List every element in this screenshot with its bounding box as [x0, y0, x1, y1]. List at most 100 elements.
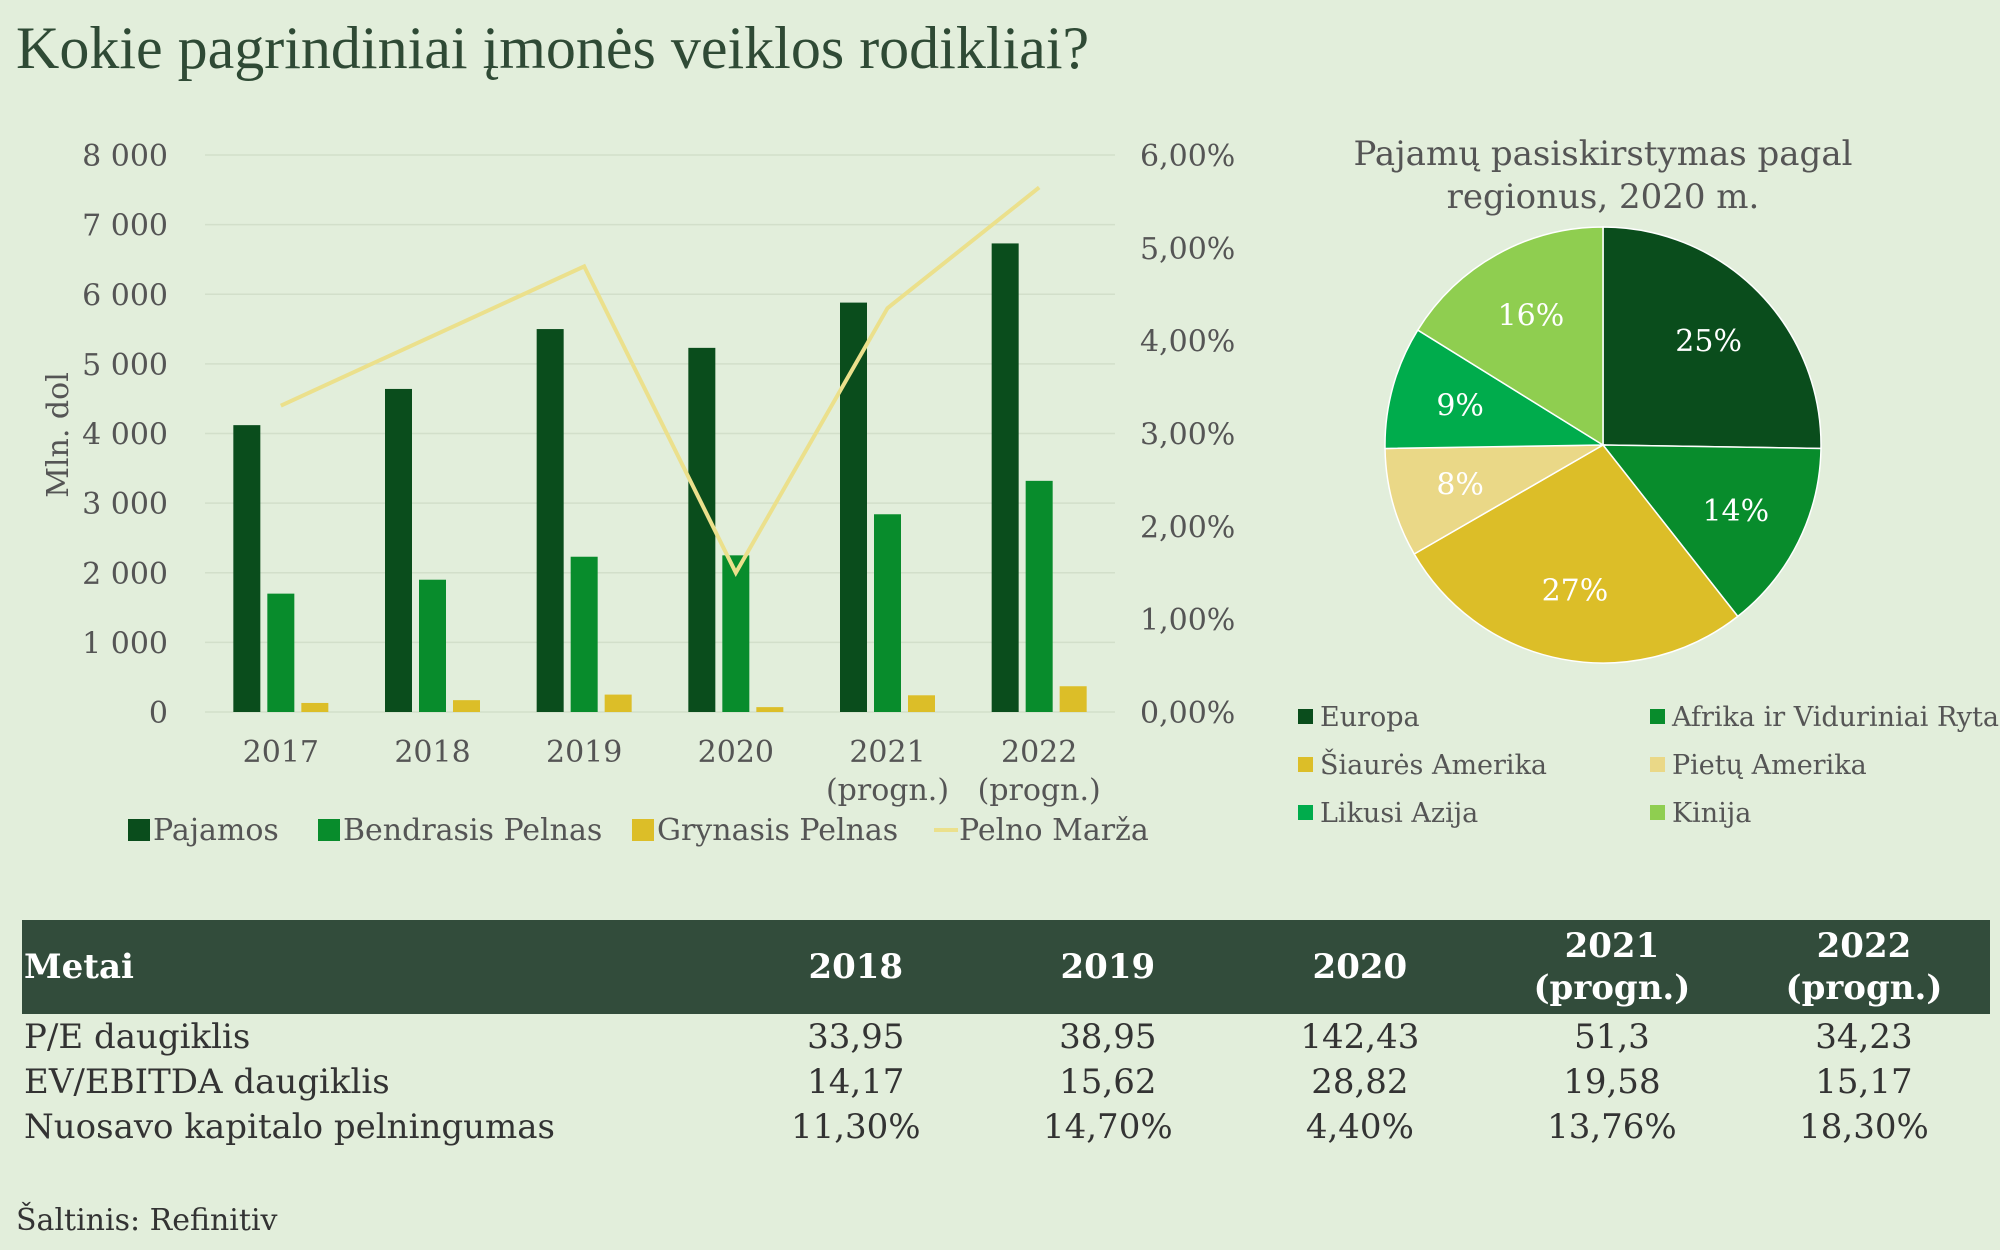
y2-axis-tick-label: 1,00%	[1140, 603, 1235, 638]
y2-axis-tick-label: 5,00%	[1140, 232, 1235, 267]
pie-slice-label: 8%	[1436, 468, 1484, 503]
table-row: P/E daugiklis 33,95 38,95 142,43 51,3 34…	[22, 1014, 1990, 1059]
legend-swatch	[1298, 757, 1313, 772]
bar	[1025, 480, 1053, 712]
legend-swatch	[1298, 805, 1313, 820]
pie-slice	[1602, 226, 1822, 450]
table-cell: 28,82	[1311, 1061, 1409, 1102]
y-axis-tick-label: 1 000	[82, 626, 168, 661]
table-header-cell: 2022 (progn.)	[1785, 926, 1943, 1008]
table-header-row: Metai 2018 2019 2020 2021 (progn.) 2022 (p…	[22, 920, 1990, 1014]
legend-label: Kinija	[1672, 798, 1751, 829]
table-cell: 13,76%	[1547, 1106, 1677, 1147]
line-series-pelno-marza	[279, 185, 1041, 577]
table-header-cell: 2019	[1060, 947, 1156, 987]
x-axis-tick-label: 2020	[698, 735, 774, 770]
legend-swatch	[1650, 805, 1665, 820]
pie-slice	[1416, 226, 1604, 447]
table-cell: 11,30%	[790, 1106, 921, 1147]
y2-axis-tick-label: 4,00%	[1140, 325, 1235, 360]
pie-slice	[1384, 444, 1606, 556]
pie-slice-label: 16%	[1498, 298, 1565, 333]
bar	[453, 700, 480, 712]
legend-label: Pajamos	[153, 813, 279, 848]
pie-chart-title: Pajamų pasiskirstymas pagal	[1354, 134, 1853, 174]
page-title: Kokie pagrindiniai įmonės veiklos rodikl…	[16, 15, 1090, 81]
revenue-profit-chart: 8 000 7 000 6 000 5 000 4 000 3 000 2 000 1 000…	[41, 139, 1235, 848]
bar	[570, 556, 598, 712]
bar	[722, 555, 750, 712]
bar	[536, 329, 564, 712]
table-row-label: Nuosavo kapitalo pelningumas	[24, 1106, 555, 1147]
table-cell: 142,43	[1300, 1016, 1420, 1057]
legend-swatch	[1650, 757, 1665, 772]
table-cell: 33,95	[807, 1016, 905, 1057]
pie-slice-label: 14%	[1702, 494, 1769, 529]
pie-slice	[1601, 444, 1822, 618]
legend-swatch	[1650, 709, 1665, 724]
table-cell: 14,17	[807, 1061, 905, 1102]
bar	[301, 702, 329, 712]
x-axis-tick-label: (progn.)	[826, 773, 949, 808]
table-cell: 34,23	[1815, 1016, 1913, 1057]
table-cell: 18,30%	[1799, 1106, 1929, 1147]
legend-swatch	[632, 819, 654, 841]
y-axis-tick-label: 8 000	[82, 139, 168, 174]
legend-swatch	[128, 819, 150, 841]
valuation-metrics-table: Metai 2018 2019 2020 2021 (progn.) 2022 (p…	[22, 920, 1990, 1149]
y2-axis-tick-label: 3,00%	[1140, 418, 1235, 453]
y-axis-tick-label: 4 000	[82, 418, 168, 453]
x-axis-tick-label: 2017	[243, 735, 319, 770]
pie-slice	[1384, 329, 1606, 450]
y2-axis-tick-label: 6,00%	[1140, 139, 1235, 174]
y-axis-tick-label: 7 000	[82, 209, 168, 244]
bar	[385, 388, 412, 712]
bar	[419, 579, 446, 712]
table-cell: 38,95	[1059, 1016, 1157, 1057]
legend-label: Europa	[1320, 702, 1420, 733]
bar	[756, 707, 784, 712]
table-cell: 51,3	[1574, 1016, 1650, 1057]
table-header-cell: 2021 (progn.)	[1533, 926, 1691, 1008]
x-axis-tick-label: (progn.)	[978, 773, 1101, 808]
table-cell: 4,40%	[1305, 1106, 1414, 1147]
bar	[874, 514, 901, 712]
y-axis-tick-label: 3 000	[82, 487, 168, 522]
bar	[991, 243, 1019, 712]
x-axis-tick-label: 2022	[1001, 735, 1077, 770]
bar	[908, 695, 935, 712]
y-axis-tick-label: 2 000	[82, 557, 168, 592]
table-cell: 19,58	[1563, 1061, 1661, 1102]
y-axis-tick-label: 0	[149, 696, 168, 731]
y-axis-tick-label: 5 000	[82, 348, 168, 383]
legend-swatch	[318, 819, 340, 841]
legend-swatch	[1298, 709, 1313, 724]
bar	[1059, 686, 1087, 712]
legend-label: Afrika ir Viduriniai Rytai	[1671, 702, 2000, 733]
table-row-label: P/E daugiklis	[24, 1016, 251, 1057]
table-row: EV/EBITDA daugiklis 14,17 15,62 28,82 19…	[22, 1059, 1990, 1104]
legend-label: Bendrasis Pelnas	[343, 813, 602, 848]
x-axis-tick-label: 2021	[849, 735, 925, 770]
table-cell: 15,17	[1815, 1061, 1913, 1102]
source-note: Šaltinis: Refinitiv	[16, 1203, 278, 1238]
legend-label: Grynasis Pelnas	[657, 813, 898, 848]
table-header-cell: Metai	[24, 947, 134, 987]
bar	[688, 347, 716, 712]
y2-axis-tick-label: 2,00%	[1140, 510, 1235, 545]
pie-chart-title: regionus, 2020 m.	[1447, 177, 1760, 217]
legend-label: Šiaurės Amerika	[1320, 747, 1547, 781]
legend-label: Pietų Amerika	[1672, 750, 1867, 781]
table-cell: 15,62	[1059, 1061, 1157, 1102]
pie-slice	[1413, 444, 1739, 664]
table-row: Nuosavo kapitalo pelningumas 11,30% 14,7…	[22, 1104, 1990, 1149]
pie-slice-label: 25%	[1675, 324, 1742, 359]
table-cell: 14,70%	[1042, 1106, 1173, 1147]
legend-label: Pelno Marža	[959, 813, 1149, 848]
x-axis-tick-label: 2018	[394, 735, 470, 770]
table-header-cell: 2018	[808, 947, 904, 987]
table-row-label: EV/EBITDA daugiklis	[24, 1061, 390, 1102]
bar	[604, 694, 632, 712]
y-axis-tick-label: 6 000	[82, 278, 168, 313]
